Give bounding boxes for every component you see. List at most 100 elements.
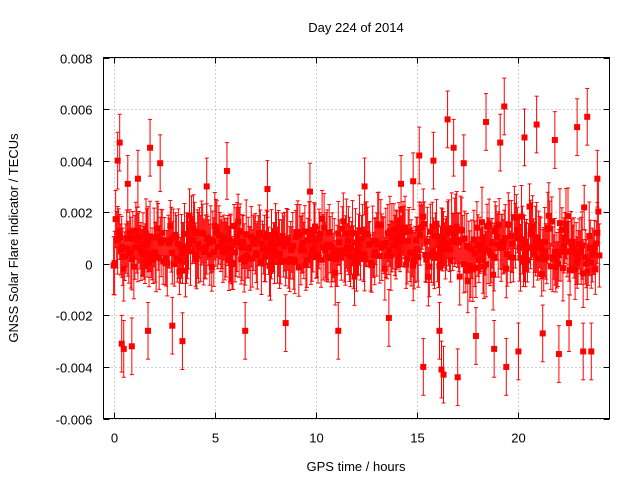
data-point	[218, 239, 225, 246]
data-point	[150, 256, 157, 263]
data-point-outlier	[539, 330, 546, 337]
data-point	[566, 248, 573, 255]
data-point	[489, 240, 496, 247]
data-point	[526, 203, 533, 210]
data-point	[132, 227, 139, 234]
data-point	[409, 249, 416, 256]
data-point	[550, 254, 557, 261]
data-point	[453, 223, 460, 230]
data-point	[177, 257, 184, 264]
data-point	[596, 252, 603, 259]
data-point	[308, 251, 315, 258]
data-point	[291, 259, 298, 266]
data-point	[369, 238, 376, 245]
data-point	[373, 241, 380, 248]
x-tick-label: 5	[212, 431, 219, 446]
data-point	[154, 225, 161, 232]
data-point	[152, 249, 159, 256]
data-point	[504, 250, 511, 257]
data-point	[268, 241, 275, 248]
data-point	[547, 263, 554, 270]
data-point	[159, 229, 166, 236]
data-point	[424, 238, 431, 245]
data-point	[357, 255, 364, 262]
data-point	[181, 230, 188, 237]
data-point	[501, 238, 508, 245]
data-point	[435, 253, 442, 260]
data-point	[381, 265, 388, 272]
data-point	[533, 234, 540, 241]
y-tick-label: 0	[85, 258, 92, 273]
data-point	[289, 242, 296, 249]
data-point	[516, 244, 523, 251]
data-point-outlier	[472, 332, 479, 339]
data-point	[282, 258, 289, 265]
data-point-outlier	[483, 118, 490, 125]
data-point	[169, 249, 176, 256]
data-point	[297, 247, 304, 254]
data-point	[593, 240, 600, 247]
data-point-outlier	[242, 327, 249, 334]
data-point	[216, 232, 223, 239]
data-point	[462, 267, 469, 274]
data-point	[334, 252, 341, 259]
data-point	[146, 259, 153, 266]
data-point	[355, 241, 362, 248]
data-point	[591, 244, 598, 251]
data-point	[126, 229, 133, 236]
data-point	[555, 252, 562, 259]
y-tick-label: 0.006	[60, 103, 93, 118]
data-point	[340, 218, 347, 225]
data-point	[388, 234, 395, 241]
data-point	[468, 246, 475, 253]
data-point	[478, 219, 485, 226]
data-point	[261, 245, 268, 252]
data-point	[571, 244, 578, 251]
data-point	[574, 259, 581, 266]
data-point	[436, 263, 443, 270]
data-point	[455, 239, 462, 246]
data-point	[431, 254, 438, 261]
data-point	[413, 237, 420, 244]
data-point	[206, 251, 213, 258]
data-point	[442, 245, 449, 252]
data-point	[288, 246, 295, 253]
data-point	[430, 248, 437, 255]
data-point	[136, 244, 143, 251]
data-point	[241, 254, 248, 261]
data-point	[546, 225, 553, 232]
data-point	[193, 255, 200, 262]
data-point	[197, 245, 204, 252]
data-point	[572, 266, 579, 273]
data-point	[163, 255, 170, 262]
data-point-outlier	[515, 348, 522, 355]
data-point	[548, 218, 555, 225]
data-point	[255, 237, 262, 244]
data-point-outlier	[503, 363, 510, 370]
data-point	[411, 257, 418, 264]
data-point-outlier	[169, 322, 176, 329]
y-tick-label: -0.002	[56, 309, 93, 324]
data-point	[482, 246, 489, 253]
data-point	[337, 247, 344, 254]
data-point	[315, 251, 322, 258]
data-point	[426, 263, 433, 270]
data-point	[525, 244, 532, 251]
data-point	[273, 235, 280, 242]
data-point	[450, 233, 457, 240]
data-point	[304, 237, 311, 244]
data-point	[189, 237, 196, 244]
data-point	[233, 238, 240, 245]
data-point	[578, 247, 585, 254]
data-point	[428, 252, 435, 259]
data-point	[286, 256, 293, 263]
data-point	[371, 248, 378, 255]
data-series	[110, 77, 603, 407]
data-point-outlier	[361, 183, 368, 190]
data-point	[258, 259, 265, 266]
data-point	[480, 257, 486, 264]
data-point	[348, 244, 355, 251]
data-point	[339, 225, 346, 232]
data-point	[302, 261, 309, 268]
data-point	[231, 223, 238, 230]
